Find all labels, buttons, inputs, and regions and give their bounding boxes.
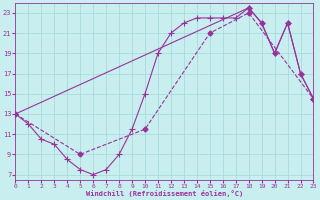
X-axis label: Windchill (Refroidissement éolien,°C): Windchill (Refroidissement éolien,°C) [86,190,243,197]
